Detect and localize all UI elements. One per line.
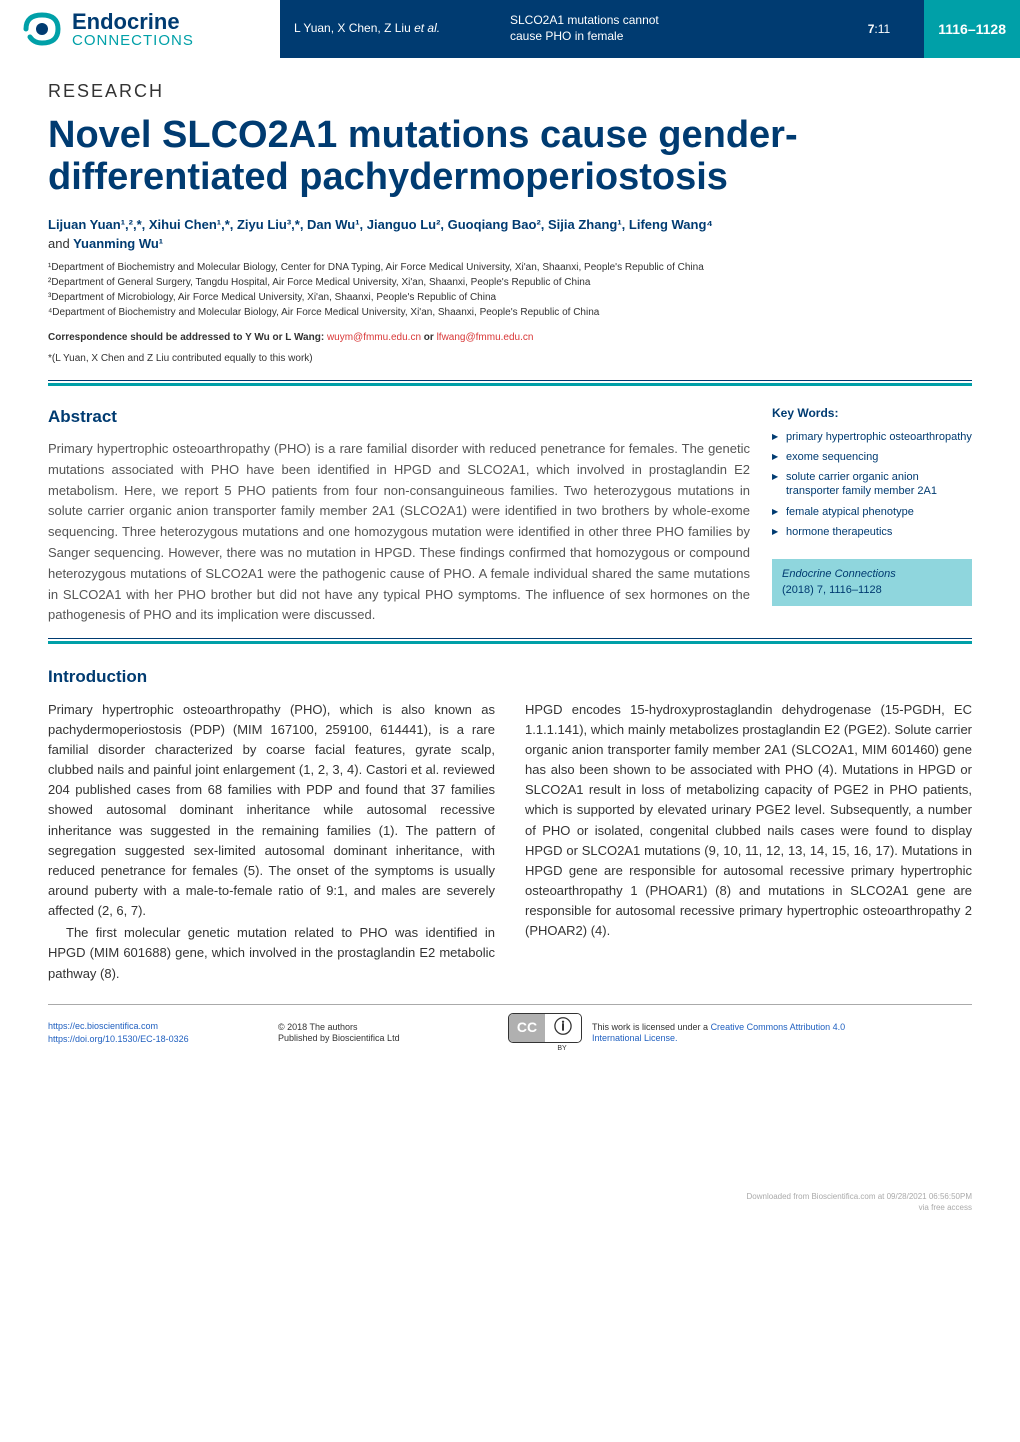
footer-links: https://ec.bioscientifica.com https://do… — [48, 1020, 278, 1047]
by-label: BY — [544, 1044, 580, 1055]
logo-line1: Endocrine — [72, 11, 194, 33]
running-authors: L Yuan, X Chen, Z Liu et al. — [294, 21, 504, 37]
running-title: SLCO2A1 mutations cannot cause PHO in fe… — [510, 13, 720, 44]
issue-number: 11 — [878, 22, 890, 36]
keywords-list: primary hypertrophic osteoarthropathy ex… — [772, 430, 972, 540]
journal-citation: (2018) 7, 1116–1128 — [782, 584, 882, 596]
download-note: Downloaded from Bioscientifica.com at 09… — [0, 1092, 1020, 1233]
logo-line2: CONNECTIONS — [72, 33, 194, 48]
affiliation-1: ¹Department of Biochemistry and Molecula… — [48, 260, 972, 275]
download-line2: via free access — [919, 1203, 972, 1212]
keyword-item: female atypical phenotype — [772, 505, 972, 519]
authors-list: Lijuan Yuan¹,²,*, Xihui Chen¹,*, Ziyu Li… — [48, 215, 972, 254]
abstract-keywords-row: Abstract Primary hypertrophic osteoarthr… — [48, 404, 972, 627]
header-bar: Endocrine CONNECTIONS L Yuan, X Chen, Z … — [0, 0, 1020, 58]
journal-name: Endocrine Connections — [782, 568, 896, 580]
affiliation-3: ³Department of Microbiology, Air Force M… — [48, 290, 972, 305]
intro-col-left: Primary hypertrophic osteoarthropathy (P… — [48, 700, 495, 984]
keyword-item: hormone therapeutics — [772, 525, 972, 539]
running-title-line2: cause PHO in female — [510, 29, 623, 43]
copyright-line1: © 2018 The authors — [278, 1022, 358, 1032]
keyword-item: exome sequencing — [772, 450, 972, 464]
running-title-line1: SLCO2A1 mutations cannot — [510, 13, 659, 27]
abstract-text: Primary hypertrophic osteoarthropathy (P… — [48, 439, 750, 626]
correspondence-email1[interactable]: wuym@fmmu.edu.cn — [327, 332, 421, 343]
introduction-columns: Primary hypertrophic osteoarthropathy (P… — [48, 700, 972, 984]
intro-col-right: HPGD encodes 15-hydroxyprostaglandin deh… — [525, 700, 972, 984]
page-range: 1116–1128 — [938, 19, 1006, 40]
logo-area: Endocrine CONNECTIONS — [0, 0, 280, 58]
article-title: Novel SLCO2A1 mutations cause gender-dif… — [48, 115, 972, 199]
correspondence: Correspondence should be addressed to Y … — [48, 330, 972, 345]
divider-thin — [48, 380, 972, 381]
authors-line1: Lijuan Yuan¹,²,*, Xihui Chen¹,*, Ziyu Li… — [48, 217, 713, 232]
correspondence-or: or — [424, 332, 434, 343]
introduction-heading: Introduction — [48, 664, 972, 690]
by-icon: ⓘ — [545, 1014, 581, 1042]
volume-number: 7 — [868, 22, 875, 36]
divider-thick-teal-2 — [48, 641, 972, 644]
authors-line2: Yuanming Wu¹ — [73, 236, 163, 251]
abstract-heading: Abstract — [48, 404, 750, 430]
copyright-line2: Published by Bioscientifica Ltd — [278, 1033, 400, 1043]
affiliations: ¹Department of Biochemistry and Molecula… — [48, 260, 972, 320]
page-range-box: 1116–1128 — [924, 0, 1020, 58]
intro-para-1: Primary hypertrophic osteoarthropathy (P… — [48, 700, 495, 922]
footer: https://ec.bioscientifica.com https://do… — [48, 1005, 972, 1063]
affiliation-2: ²Department of General Surgery, Tangdu H… — [48, 275, 972, 290]
introduction-section: Introduction Primary hypertrophic osteoa… — [48, 664, 972, 983]
research-label: RESEARCH — [48, 78, 972, 105]
correspondence-label: Correspondence should be addressed to Y … — [48, 332, 324, 343]
intro-para-3: HPGD encodes 15-hydroxyprostaglandin deh… — [525, 700, 972, 942]
cc-icon: CC — [509, 1014, 545, 1042]
keyword-item: solute carrier organic anion transporter… — [772, 470, 972, 499]
header-running-bar: L Yuan, X Chen, Z Liu et al. SLCO2A1 mut… — [280, 0, 924, 58]
divider-thick-teal — [48, 383, 972, 386]
cc-badge-wrap: CC ⓘ BY — [508, 1013, 582, 1055]
keywords-heading: Key Words: — [772, 404, 972, 422]
page-content: RESEARCH Novel SLCO2A1 mutations cause g… — [0, 58, 1020, 1092]
download-line1: Downloaded from Bioscientifica.com at 09… — [747, 1192, 972, 1201]
footer-link-doi[interactable]: https://doi.org/10.1530/EC-18-0326 — [48, 1033, 278, 1047]
keywords-column: Key Words: primary hypertrophic osteoart… — [772, 404, 972, 627]
logo-text: Endocrine CONNECTIONS — [72, 11, 194, 48]
affiliation-4: ⁴Department of Biochemistry and Molecula… — [48, 305, 972, 320]
authors-and: and — [48, 236, 70, 251]
abstract-column: Abstract Primary hypertrophic osteoarthr… — [48, 404, 750, 627]
footer-copyright: © 2018 The authors Published by Bioscien… — [278, 1022, 478, 1045]
correspondence-email2[interactable]: lfwang@fmmu.edu.cn — [437, 332, 534, 343]
equal-contribution-note: *(L Yuan, X Chen and Z Liu contributed e… — [48, 351, 972, 366]
cc-by-badge: CC ⓘ — [508, 1013, 582, 1043]
volume-issue: 7:11 — [868, 20, 891, 38]
journal-logo-icon — [20, 7, 64, 51]
intro-para-2: The first molecular genetic mutation rel… — [48, 923, 495, 983]
license-prefix: This work is licensed under a — [592, 1022, 711, 1032]
running-authors-names: L Yuan, X Chen, Z Liu — [294, 21, 411, 35]
keyword-item: primary hypertrophic osteoarthropathy — [772, 430, 972, 444]
license-text: This work is licensed under a Creative C… — [592, 1022, 852, 1045]
citation-box: Endocrine Connections (2018) 7, 1116–112… — [772, 559, 972, 606]
footer-link-site[interactable]: https://ec.bioscientifica.com — [48, 1020, 278, 1034]
running-authors-etal: et al. — [414, 21, 440, 35]
divider-thin-2 — [48, 638, 972, 639]
